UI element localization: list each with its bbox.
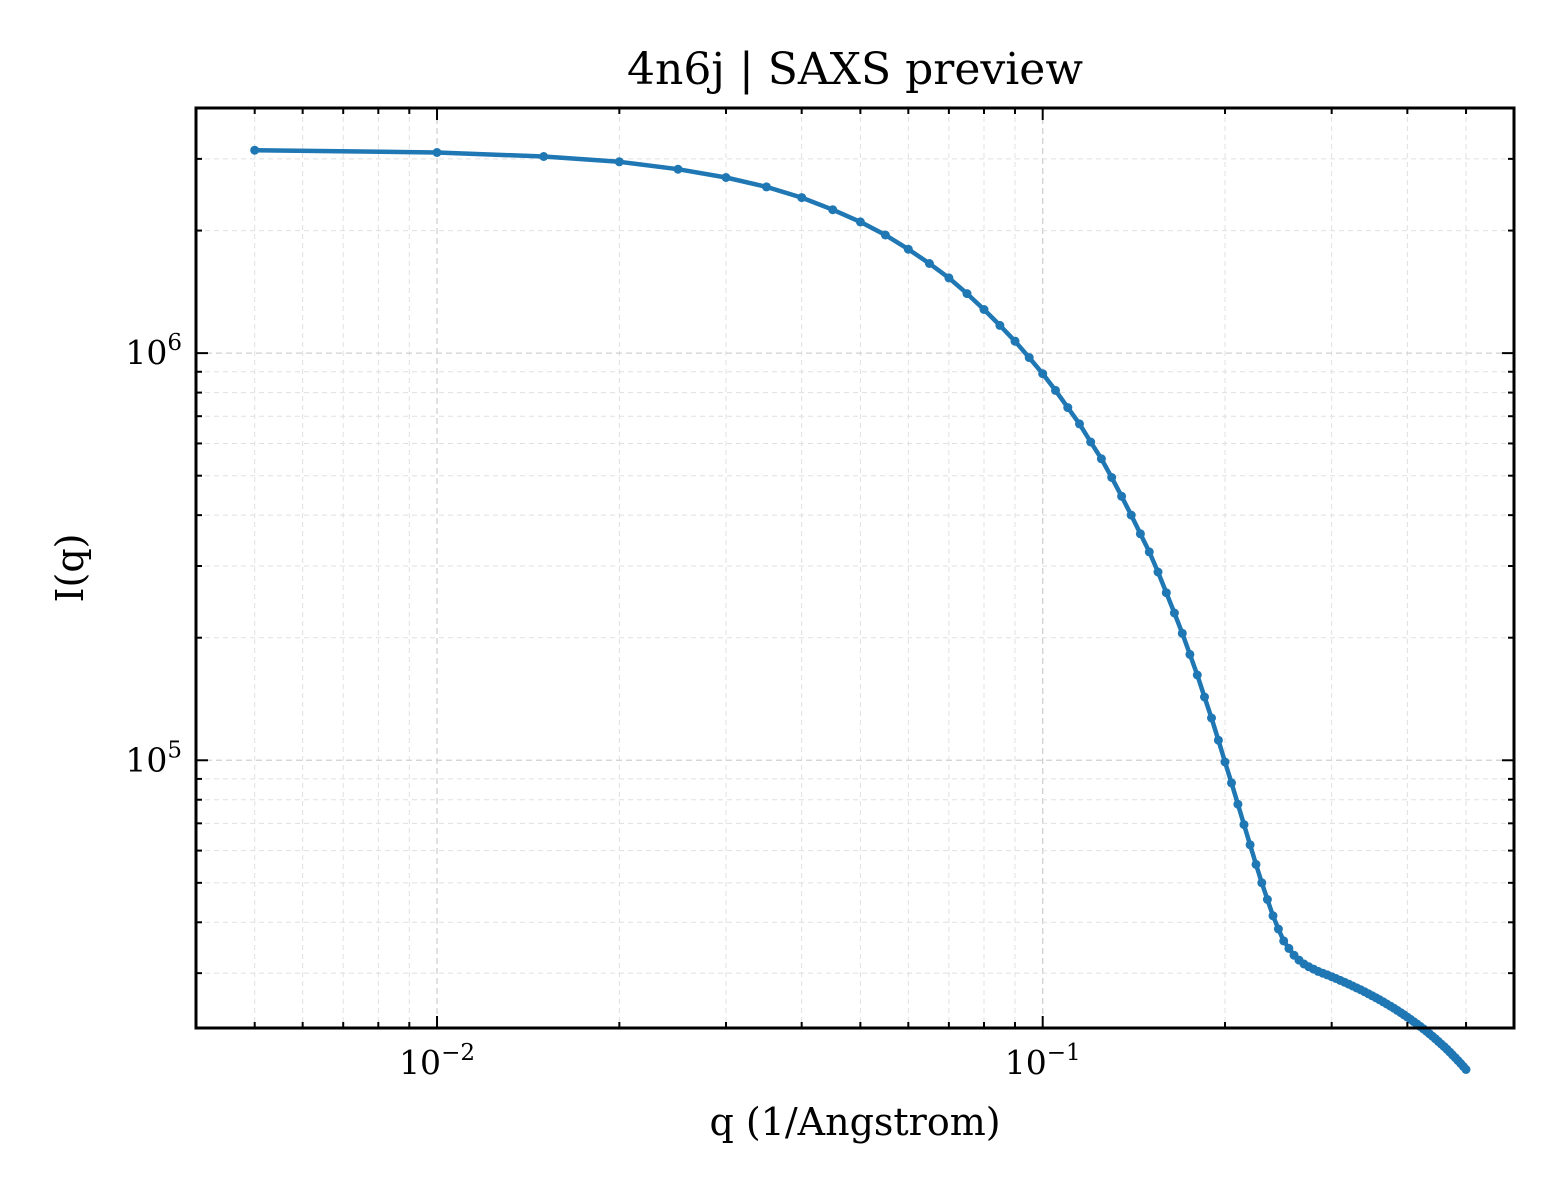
data-point	[944, 273, 954, 283]
data-point	[1461, 1065, 1471, 1074]
data-point	[1169, 608, 1179, 618]
data-point	[1086, 437, 1096, 447]
data-point	[1185, 649, 1195, 659]
data-point	[1245, 840, 1255, 850]
data-point	[1192, 670, 1202, 680]
data-point	[855, 217, 865, 227]
data-point	[1177, 628, 1187, 638]
data-point	[1144, 547, 1154, 557]
data-point	[250, 145, 260, 155]
data-point	[828, 205, 838, 215]
x-axis-label: q (1/Angstrom)	[709, 1100, 1000, 1144]
data-point	[1051, 385, 1060, 395]
chart-title: 4n6j | SAXS preview	[627, 44, 1083, 95]
tick-labels: 10−2 10−1 105 106	[125, 330, 1080, 1082]
data-point	[1279, 936, 1289, 946]
data-point	[721, 173, 731, 182]
data-point	[1096, 454, 1106, 464]
data-point	[1284, 943, 1294, 953]
data-point	[1038, 369, 1048, 379]
ticks	[195, 107, 1514, 1028]
x-tick-label: 10−2	[399, 1040, 475, 1082]
data-point	[432, 148, 442, 157]
data-point	[1273, 924, 1283, 934]
data-point	[1200, 692, 1209, 702]
data-point	[1227, 778, 1236, 788]
data-point	[1010, 336, 1020, 346]
data-point	[1233, 799, 1243, 809]
y-axis-label: I(q)	[48, 534, 92, 603]
data-point	[762, 182, 771, 192]
data-point	[614, 157, 624, 167]
data-point	[979, 305, 989, 314]
data-point	[903, 244, 913, 254]
data-point	[1262, 895, 1272, 904]
data-point	[539, 152, 549, 161]
data-point	[1117, 491, 1127, 501]
data-point	[673, 164, 683, 174]
data-point	[1257, 878, 1267, 888]
data-point	[1251, 859, 1261, 869]
x-tick-label: 10−1	[1005, 1040, 1081, 1082]
data-point	[1063, 403, 1073, 413]
data-point	[962, 289, 972, 299]
y-tick-label: 105	[125, 737, 182, 779]
data-point	[1024, 353, 1034, 363]
data-point	[1135, 529, 1145, 539]
plot-frame	[194, 106, 1516, 1030]
data-point	[1239, 820, 1249, 830]
y-tick-label: 106	[125, 330, 182, 372]
data-point	[1213, 735, 1223, 745]
grid	[195, 107, 1514, 1028]
data-point	[1153, 567, 1163, 577]
data-point	[995, 320, 1005, 330]
data-point	[1075, 419, 1084, 429]
data-point	[1161, 588, 1171, 598]
data-point	[1126, 510, 1136, 520]
data-point	[1220, 757, 1230, 767]
data-point	[924, 259, 934, 268]
data-point	[880, 230, 890, 240]
data-point	[797, 193, 807, 203]
data-point	[1107, 473, 1117, 482]
data-point	[1268, 911, 1278, 921]
data-point	[1207, 713, 1216, 723]
